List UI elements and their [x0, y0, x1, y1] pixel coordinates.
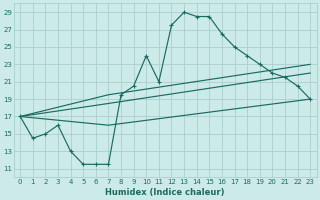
- X-axis label: Humidex (Indice chaleur): Humidex (Indice chaleur): [106, 188, 225, 197]
